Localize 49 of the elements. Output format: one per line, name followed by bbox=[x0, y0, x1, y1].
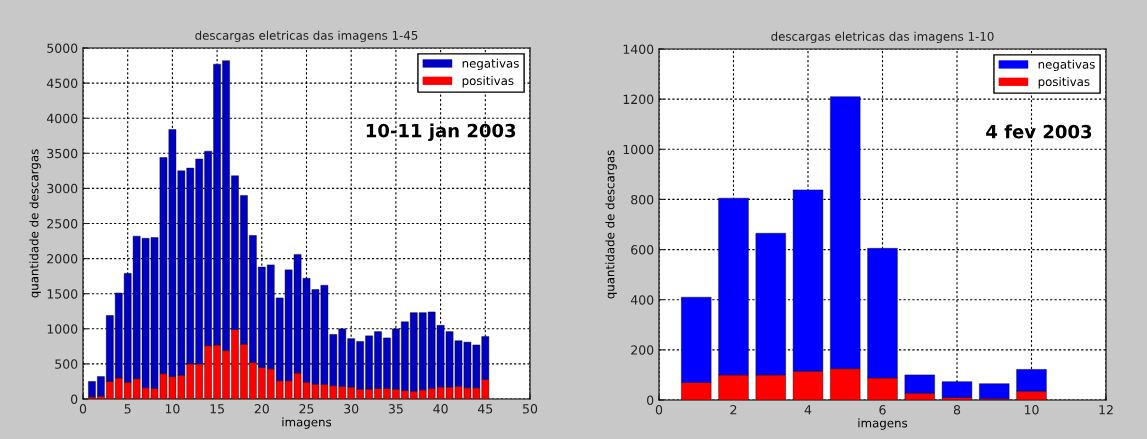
legend-label: negativas bbox=[1038, 59, 1095, 72]
y-tick-label: 200 bbox=[631, 345, 654, 355]
y-tick-label: 2500 bbox=[47, 218, 78, 229]
x-tick-label: 8 bbox=[953, 405, 961, 415]
x-axis-title: imagens bbox=[858, 418, 908, 430]
annotation: 4 fev 2003 bbox=[986, 124, 1092, 139]
y-tick-label: 0 bbox=[71, 394, 78, 404]
x-tick-label: 20 bbox=[254, 404, 269, 414]
x-tick-label: 25 bbox=[299, 404, 314, 414]
y-axis-title: quantidade de descargas bbox=[29, 149, 41, 298]
x-tick-label: 30 bbox=[344, 404, 359, 414]
y-tick-label: 800 bbox=[631, 194, 654, 205]
x-tick-label: 12 bbox=[1099, 405, 1113, 415]
x-tick-label: 15 bbox=[210, 404, 224, 414]
x-tick-label: 50 bbox=[523, 404, 538, 414]
y-tick-label: 1400 bbox=[623, 44, 654, 54]
legend-label: positivas bbox=[1038, 76, 1090, 89]
x-axis-title: imagens bbox=[282, 417, 332, 429]
x-tick-label: 10 bbox=[165, 404, 180, 414]
x-tick-label: 0 bbox=[79, 404, 87, 414]
x-tick-label: 2 bbox=[730, 405, 737, 415]
y-tick-label: 5000 bbox=[47, 43, 78, 53]
chart-title: descargas eletricas das imagens 1-10 bbox=[771, 31, 994, 44]
x-tick-label: 6 bbox=[879, 405, 886, 415]
x-tick-label: 40 bbox=[433, 404, 448, 414]
y-axis-title: quantidade de descargas bbox=[605, 150, 617, 299]
annotation: 10-11 jan 2003 bbox=[366, 123, 516, 142]
y-tick-label: 600 bbox=[631, 245, 654, 255]
y-tick-label: 0 bbox=[647, 395, 654, 405]
y-tick-label: 1000 bbox=[47, 324, 78, 334]
y-tick-label: 1500 bbox=[47, 289, 78, 299]
y-tick-label: 4000 bbox=[46, 113, 78, 124]
y-tick-label: 2000 bbox=[47, 254, 78, 264]
y-tick-label: 1200 bbox=[623, 94, 654, 105]
y-tick-label: 3000 bbox=[47, 183, 78, 194]
x-tick-label: 45 bbox=[477, 404, 493, 414]
y-tick-label: 4500 bbox=[46, 78, 78, 89]
y-tick-label: 1000 bbox=[623, 144, 654, 155]
x-tick-label: 10 bbox=[1024, 405, 1039, 415]
legend-label: positivas bbox=[462, 75, 514, 88]
chart-title: descargas eletricas das imagens 1-45 bbox=[195, 30, 418, 43]
y-tick-label: 500 bbox=[55, 359, 78, 369]
x-tick-label: 0 bbox=[655, 405, 663, 415]
x-tick-label: 35 bbox=[388, 404, 403, 414]
y-tick-label: 400 bbox=[630, 295, 654, 305]
legend-label: negativas bbox=[462, 58, 519, 71]
x-tick-label: 4 bbox=[804, 405, 812, 415]
x-tick-label: 5 bbox=[124, 404, 131, 414]
y-tick-label: 3500 bbox=[47, 148, 78, 159]
